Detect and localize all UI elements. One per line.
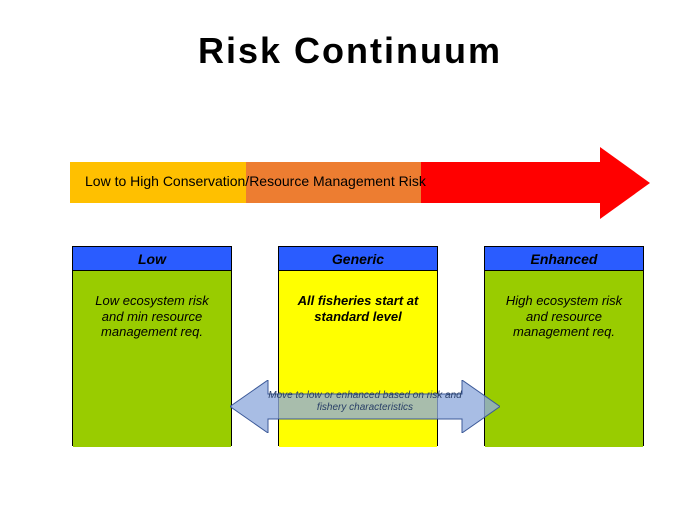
risk-box-low-body: Low ecosystem risk and min resource mana… — [73, 271, 231, 447]
page-title: Risk Continuum — [0, 30, 700, 72]
bidirectional-arrow-label: Move to low or enhanced based on risk an… — [260, 390, 470, 413]
risk-gradient-arrow: Low to High Conservation/Resource Manage… — [70, 147, 650, 218]
risk-box-generic: Generic All fisheries start at standard … — [278, 246, 438, 446]
gradient-arrow-label: Low to High Conservation/Resource Manage… — [85, 173, 585, 189]
risk-box-enhanced-header: Enhanced — [485, 247, 643, 271]
risk-box-generic-body: All fisheries start at standard level — [279, 271, 437, 447]
risk-box-enhanced: Enhanced High ecosystem risk and resourc… — [484, 246, 644, 446]
risk-box-generic-header: Generic — [279, 247, 437, 271]
risk-box-low: Low Low ecosystem risk and min resource … — [72, 246, 232, 446]
risk-box-enhanced-body: High ecosystem risk and resource managem… — [485, 271, 643, 447]
risk-box-low-header: Low — [73, 247, 231, 271]
gradient-arrow-head — [600, 147, 650, 219]
